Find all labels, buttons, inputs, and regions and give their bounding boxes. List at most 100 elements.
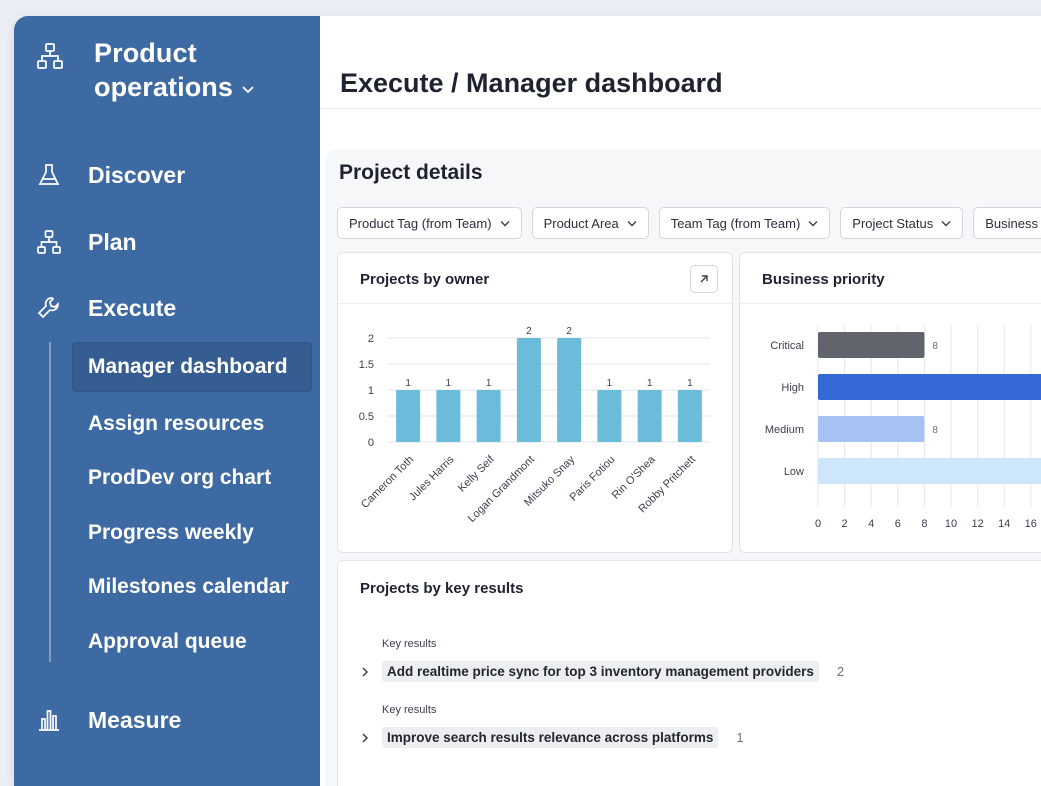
bar	[436, 390, 461, 442]
expand-button[interactable]	[690, 265, 718, 293]
x-tick-label: 14	[998, 518, 1010, 530]
data-label: 8	[932, 341, 938, 352]
card-projects-by-key-results: Projects by key results Key results Add …	[337, 560, 1041, 786]
filter-team-tag[interactable]: Team Tag (from Team)	[658, 207, 831, 239]
subnav-label: ProdDev org chart	[88, 466, 272, 489]
group-header: Key results	[382, 638, 437, 650]
hierarchy-icon	[37, 43, 63, 69]
subnav-item-assign-resources[interactable]: Assign resources	[72, 399, 312, 449]
group-count: 2	[836, 664, 845, 679]
card-title: Projects by owner	[360, 271, 490, 288]
chevron-down-icon	[941, 220, 951, 226]
flask-icon	[38, 164, 60, 185]
chevron-down-icon	[500, 220, 510, 226]
subnav-item-milestones-calendar[interactable]: Milestones calendar	[72, 562, 312, 612]
card-divider	[740, 303, 1041, 304]
bar	[396, 390, 421, 442]
subnav-label: Manager dashboard	[88, 355, 288, 378]
card-title: Projects by key results	[360, 580, 524, 597]
nav-label: Plan	[88, 228, 137, 255]
subnav-item-manager-dashboard[interactable]: Manager dashboard	[72, 342, 312, 392]
subnav-label: Approval queue	[88, 630, 247, 653]
subnav-item-progress-weekly[interactable]: Progress weekly	[72, 508, 312, 558]
x-tick-label: Cameron Toth	[359, 454, 416, 511]
subnav-guide	[49, 342, 51, 662]
y-tick-label: 0	[368, 437, 374, 449]
bar	[818, 416, 925, 442]
chevron-right-icon	[362, 666, 369, 677]
subnav-item-proddev-org-chart[interactable]: ProdDev org chart	[72, 453, 312, 503]
data-label: 2	[526, 326, 532, 337]
data-label: 1	[405, 378, 411, 389]
x-tick-label: 10	[945, 518, 957, 530]
bar	[818, 458, 1041, 484]
workspace-title: Product operations	[94, 38, 234, 102]
arrow-up-right-icon	[700, 275, 708, 283]
x-tick-label: 8	[921, 518, 927, 530]
nav-item-plan[interactable]: Plan	[14, 220, 320, 264]
card-title: Business priority	[762, 271, 885, 288]
group-header: Key results	[382, 704, 437, 716]
x-tick-label: 12	[971, 518, 983, 530]
data-label: 8	[932, 425, 938, 436]
data-label: 1	[687, 378, 693, 389]
hierarchy-icon	[37, 230, 61, 254]
x-tick-label: 2	[842, 518, 848, 530]
sidebar: Product operations Discover Plan Execute…	[14, 16, 320, 786]
y-tick-label: High	[781, 382, 804, 394]
data-label: 1	[486, 378, 492, 389]
data-label: 1	[647, 378, 653, 389]
filter-product-area[interactable]: Product Area	[531, 207, 649, 239]
filter-label: Product Tag (from Team)	[349, 215, 492, 231]
filter-label: Project Status	[852, 215, 934, 231]
y-tick-label: 1	[368, 385, 374, 397]
group-count: 1	[736, 730, 744, 745]
bar	[677, 390, 702, 442]
subnav-label: Assign resources	[88, 412, 265, 435]
chevron-down-icon	[808, 220, 818, 226]
filter-bar: Product Tag (from Team) Product Area Tea…	[337, 207, 1041, 239]
card-divider	[338, 303, 732, 304]
y-tick-label: 0.5	[359, 411, 374, 423]
bar	[818, 332, 925, 358]
app-window: Product operations Discover Plan Execute…	[14, 16, 1041, 786]
x-tick-label: 4	[868, 518, 874, 530]
y-tick-label: Critical	[770, 340, 804, 352]
filter-product-tag[interactable]: Product Tag (from Team)	[337, 207, 522, 239]
filter-business-priority[interactable]: Business P	[973, 207, 1041, 239]
bar-chart-icon	[39, 710, 59, 731]
data-label: 2	[566, 326, 572, 337]
subnav-item-approval-queue[interactable]: Approval queue	[72, 617, 312, 667]
chevron-down-icon	[627, 220, 637, 226]
filter-label: Team Tag (from Team)	[670, 215, 801, 231]
group-row[interactable]: Add realtime price sync for top 3 invent…	[360, 661, 844, 682]
wrench-icon	[37, 297, 59, 319]
subnav-label: Progress weekly	[88, 521, 254, 544]
nav-item-discover[interactable]: Discover	[14, 153, 320, 197]
bar	[637, 390, 662, 442]
chevron-down-icon	[242, 86, 254, 94]
workspace-switcher[interactable]: Product operations	[94, 36, 304, 104]
filter-label: Business P	[985, 215, 1041, 231]
page-title: Execute / Manager dashboard	[340, 68, 723, 98]
nav-label: Execute	[88, 294, 177, 321]
chevron-right-icon	[362, 732, 369, 743]
section-title: Project details	[339, 161, 483, 184]
bar	[516, 338, 541, 442]
nav-label: Measure	[88, 706, 182, 733]
bar	[557, 338, 582, 442]
x-tick-label: 0	[815, 518, 821, 530]
filter-project-status[interactable]: Project Status	[840, 207, 964, 239]
content-panel: Project details Product Tag (from Team) …	[326, 150, 1041, 786]
y-tick-label: 2	[368, 333, 374, 345]
x-tick-label: 6	[895, 518, 901, 530]
y-tick-label: 1.5	[359, 359, 374, 371]
x-tick-label: Kelly Seif	[456, 453, 498, 495]
nav-item-measure[interactable]: Measure	[14, 698, 320, 742]
group-row[interactable]: Improve search results relevance across …	[360, 727, 744, 748]
y-tick-label: Medium	[765, 424, 804, 436]
nav-item-execute[interactable]: Execute	[14, 286, 320, 330]
y-tick-label: Low	[784, 466, 804, 478]
bar	[476, 390, 501, 442]
